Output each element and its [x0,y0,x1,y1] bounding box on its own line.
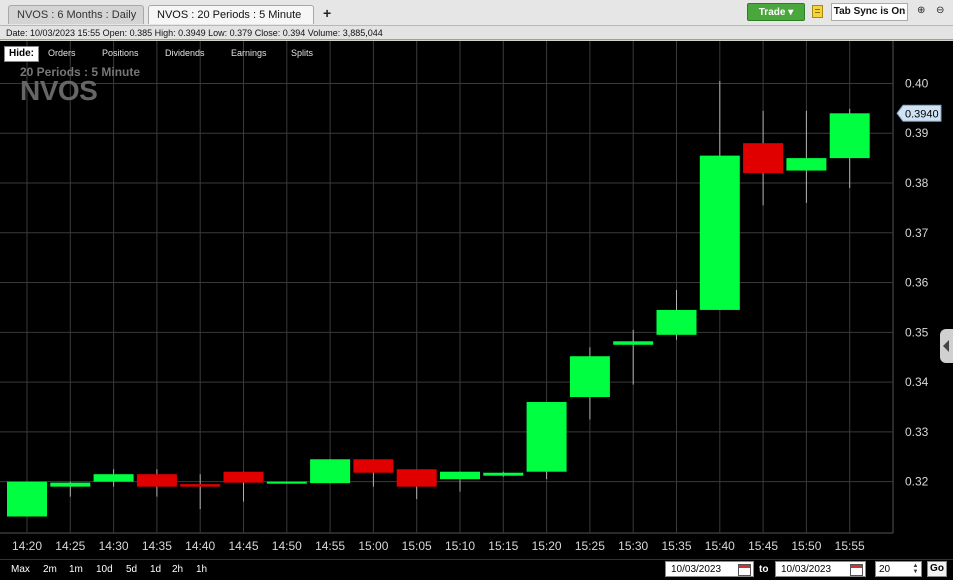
hide-dividends-toggle[interactable]: Dividends [165,48,205,58]
periods-stepper[interactable]: 20 ▲ ▼ [875,561,922,577]
candle-down [353,459,394,473]
chart-period-watermark: 20 Periods : 5 Minute [20,65,141,79]
y-tick-label: 0.34 [905,375,929,389]
candle-down [396,469,437,487]
candle-up [656,309,697,335]
hide-earnings-toggle[interactable]: Earnings [231,48,267,58]
hide-splits-toggle[interactable]: Splits [291,48,314,58]
tab-bar: NVOS : 6 Months : Daily NVOS : 20 Period… [0,0,953,26]
chart-panel[interactable]: 0.32 0.33 0.34 0.35 0.36 0.37 0.38 0.39 0.40 14:2… [0,41,953,559]
range-max-button[interactable]: Max [11,564,30,575]
zoom-in-icon[interactable]: ⊕ [917,5,926,16]
y-tick-label: 0.32 [905,475,929,489]
candlestick-chart[interactable]: 0.32 0.33 0.34 0.35 0.36 0.37 0.38 0.39 0.40 14:2… [0,41,953,559]
range-5d-button[interactable]: 5d [126,564,138,575]
stepper-down-icon[interactable]: ▼ [912,569,919,575]
x-tick-label: 15:15 [488,539,518,553]
hide-toolbar: Hide: Orders Positions Dividends Earning… [0,41,400,63]
x-tick-label: 15:20 [532,539,562,553]
candle-up [7,481,47,517]
range-2h-button[interactable]: 2h [172,564,184,575]
hide-orders-toggle[interactable]: Orders [48,48,76,58]
x-tick-label: 15:25 [575,539,605,553]
y-tick-label: 0.35 [905,325,929,339]
x-tick-label: 14:45 [228,539,258,553]
range-1d-button[interactable]: 1d [150,564,162,575]
range-1h-button[interactable]: 1h [196,564,208,575]
candle-up [613,341,654,345]
candle-down [223,471,264,483]
x-tick-label: 15:30 [618,539,648,553]
y-tick-label: 0.37 [905,226,929,240]
ohlc-info-bar: Date: 10/03/2023 15:55 Open: 0.385 High:… [0,26,953,40]
hide-label: Hide: [4,46,39,62]
y-tick-label: 0.39 [905,126,929,140]
periods-value: 20 [879,564,891,575]
tab-nvos-5-minute[interactable]: NVOS : 20 Periods : 5 Minute [148,5,314,24]
chart-symbol-watermark: NVOS [20,75,98,106]
range-bar: Max 2m 1m 10d 5d 1d 2h 1h 10/03/2023 to … [0,559,953,580]
range-2m-button[interactable]: 2m [43,564,57,575]
stepper-arrows-icon[interactable]: ▲ ▼ [911,563,920,576]
candle-up [699,155,740,310]
tab-nvos-daily[interactable]: NVOS : 6 Months : Daily [8,5,144,24]
x-tick-label: 14:50 [272,539,302,553]
x-tick-label: 15:50 [791,539,821,553]
x-tick-label: 15:00 [358,539,388,553]
candle-up [93,474,134,482]
calendar-icon[interactable] [738,564,751,576]
candle-up [786,158,827,171]
x-tick-label: 15:40 [705,539,735,553]
trade-button[interactable]: Trade ▾ [747,3,805,21]
x-tick-label: 14:20 [12,539,42,553]
tab-sync-button[interactable]: Tab Sync is On [831,3,908,21]
x-tick-label: 14:55 [315,539,345,553]
candle-up [526,402,567,472]
panel-collapse-handle[interactable] [940,329,953,363]
candle-down [180,484,221,487]
last-price-marker [896,104,942,122]
candle-up [50,482,91,487]
date-to-label: to [759,564,769,575]
x-tick-label: 14:40 [185,539,215,553]
candle-down [743,143,784,174]
x-tick-label: 14:35 [142,539,172,553]
range-1m-button[interactable]: 1m [69,564,83,575]
y-tick-label: 0.36 [905,276,929,290]
x-tick-label: 15:55 [835,539,865,553]
range-10d-button[interactable]: 10d [96,564,113,575]
candle-up [266,481,307,484]
hide-positions-toggle[interactable]: Positions [102,48,139,58]
x-tick-label: 15:10 [445,539,475,553]
y-tick-label: 0.33 [905,425,929,439]
candle-up [310,459,351,484]
calendar-icon[interactable] [850,564,863,576]
x-tick-label: 14:30 [99,539,129,553]
add-tab-button[interactable]: + [323,5,332,21]
date-to-value: 10/03/2023 [781,564,832,575]
y-tick-label: 0.40 [905,76,929,90]
candle-up [440,471,480,480]
candle-up [483,472,524,476]
date-to-field[interactable]: 10/03/2023 [775,561,866,577]
x-tick-label: 15:05 [402,539,432,553]
go-button[interactable]: Go [927,561,947,577]
x-tick-label: 15:45 [748,539,778,553]
stepper-up-icon[interactable]: ▲ [912,563,919,569]
x-tick-label: 14:25 [55,539,85,553]
date-from-value: 10/03/2023 [671,564,722,575]
candle-down [136,474,177,487]
candle-up [829,113,870,159]
zoom-out-icon[interactable]: ⊖ [936,5,945,16]
candle-up [569,356,610,398]
notes-icon[interactable] [812,5,823,18]
y-tick-label: 0.38 [905,176,929,190]
date-from-field[interactable]: 10/03/2023 [665,561,754,577]
x-tick-label: 15:35 [661,539,691,553]
last-price-label: 0.3940 [905,108,939,120]
